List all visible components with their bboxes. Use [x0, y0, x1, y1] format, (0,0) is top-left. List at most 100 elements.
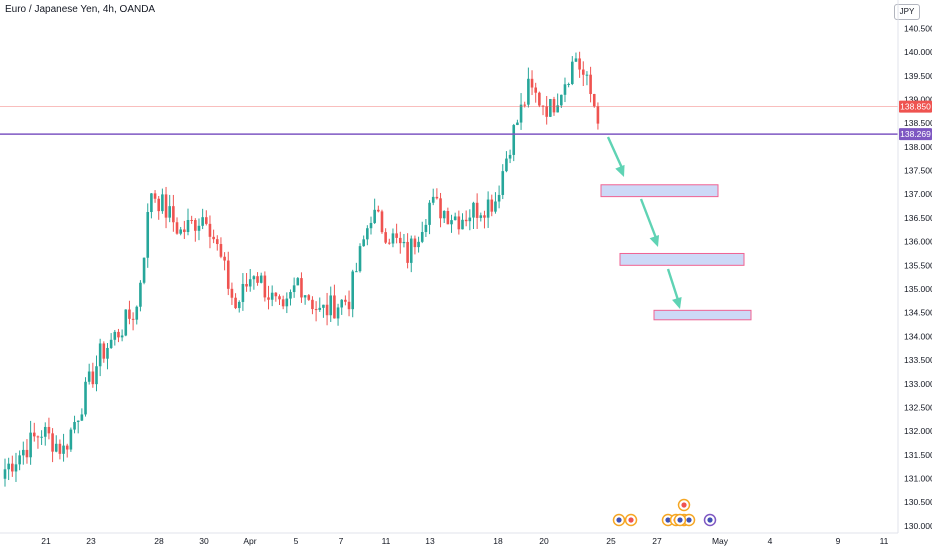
candle — [36, 435, 40, 449]
candle-body — [453, 216, 457, 221]
event-marker — [673, 513, 687, 527]
candle-body — [186, 219, 190, 233]
candle — [73, 415, 76, 434]
candle-body — [36, 436, 40, 438]
y-tick-label: 132.500 — [904, 402, 932, 412]
candle — [80, 408, 84, 422]
time-axis: 21 23 28 30 Apr 5 7 11 13 18 20 25 27 May 4 9 11 — [41, 536, 888, 546]
candle-body — [241, 283, 245, 302]
candle-body — [596, 106, 600, 124]
y-tick-label: 136.000 — [904, 237, 932, 247]
event-markers-layer — [612, 498, 717, 527]
event-marker-dot — [677, 517, 683, 523]
candle-body — [585, 74, 589, 76]
candle — [508, 149, 512, 164]
event-marker-dot — [681, 502, 687, 508]
candle — [344, 295, 347, 306]
candle-body — [135, 306, 139, 320]
candle-body — [442, 210, 446, 219]
x-tick-label: May — [712, 536, 729, 546]
candle-body — [179, 229, 182, 234]
candle-body — [369, 222, 373, 229]
candle-body — [373, 209, 376, 223]
candle-body — [270, 292, 274, 300]
candle — [62, 433, 65, 462]
candle-body — [461, 219, 464, 230]
level-price-tag-bg — [899, 128, 932, 141]
y-tick-label: 130.000 — [904, 521, 932, 531]
candle — [483, 210, 486, 229]
arrow-head — [615, 164, 625, 177]
candle — [128, 300, 131, 325]
candle — [322, 304, 325, 318]
event-marker — [703, 513, 717, 527]
candle-body — [450, 220, 453, 225]
candle-body — [278, 296, 281, 300]
candle — [153, 190, 157, 203]
candle — [95, 355, 98, 392]
candle — [347, 290, 351, 317]
candle — [65, 443, 69, 458]
candle-body — [150, 193, 153, 213]
event-marker-dot — [686, 517, 692, 523]
y-tick-label: 130.500 — [904, 497, 932, 507]
candle-body — [131, 318, 135, 320]
candle-body — [501, 171, 505, 195]
candle — [190, 215, 193, 224]
candle — [183, 220, 186, 239]
candle-body — [592, 94, 596, 107]
event-marker-dot — [665, 517, 671, 523]
candle — [472, 201, 475, 230]
candle — [278, 294, 281, 306]
currency-badge[interactable]: JPY — [894, 4, 920, 20]
x-tick-label: 28 — [154, 536, 164, 546]
candle — [245, 273, 248, 292]
candle-body — [523, 104, 527, 106]
candle-body — [325, 304, 329, 316]
candle-body — [479, 215, 483, 218]
candle — [168, 194, 171, 223]
y-tick-label: 136.500 — [904, 213, 932, 223]
candle-body — [109, 339, 113, 348]
candle — [358, 243, 362, 273]
candle — [175, 217, 179, 235]
candle — [596, 102, 600, 130]
candle-body — [201, 217, 204, 226]
candle-body — [329, 295, 333, 316]
down-arrow — [606, 136, 625, 177]
arrow-shaft — [666, 268, 680, 301]
candle — [369, 216, 373, 235]
candle — [453, 212, 457, 221]
candle — [186, 208, 190, 236]
candle — [18, 450, 21, 471]
candle-body — [409, 238, 413, 263]
candle-body — [355, 271, 358, 273]
candle-body — [197, 225, 201, 231]
candle-body — [300, 278, 303, 298]
candle-body — [40, 436, 43, 438]
candle — [234, 293, 237, 310]
y-tick-label: 139.500 — [904, 71, 932, 81]
candle-body — [552, 99, 556, 113]
candle — [256, 272, 259, 286]
candle — [106, 343, 109, 370]
candle-body — [175, 222, 179, 234]
x-tick-label: 11 — [382, 536, 391, 546]
candle-body — [344, 299, 347, 302]
candle — [351, 269, 354, 318]
candle-body — [205, 217, 208, 224]
candle — [450, 214, 453, 233]
candle — [91, 362, 95, 388]
candle-body — [54, 443, 58, 452]
candle-body — [538, 92, 541, 106]
candle — [366, 225, 369, 246]
event-marker-dot — [628, 517, 634, 523]
candle-body — [245, 283, 248, 287]
candle-body — [98, 343, 102, 367]
y-tick-label: 137.500 — [904, 166, 932, 176]
event-marker — [677, 498, 691, 512]
candle-body — [505, 158, 508, 172]
current-price-tag-bg — [899, 100, 932, 113]
candle — [336, 303, 340, 326]
